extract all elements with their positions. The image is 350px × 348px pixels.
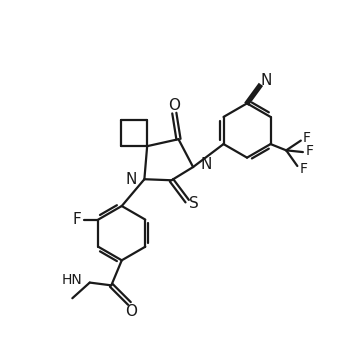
Text: N: N [261,73,272,88]
Text: N: N [201,157,212,172]
Text: O: O [168,98,180,113]
Text: F: F [300,163,308,176]
Text: F: F [73,212,82,227]
Text: F: F [306,144,314,158]
Text: O: O [125,303,137,319]
Text: F: F [303,131,311,145]
Text: HN: HN [62,273,83,287]
Text: N: N [125,172,137,188]
Text: S: S [189,196,199,212]
